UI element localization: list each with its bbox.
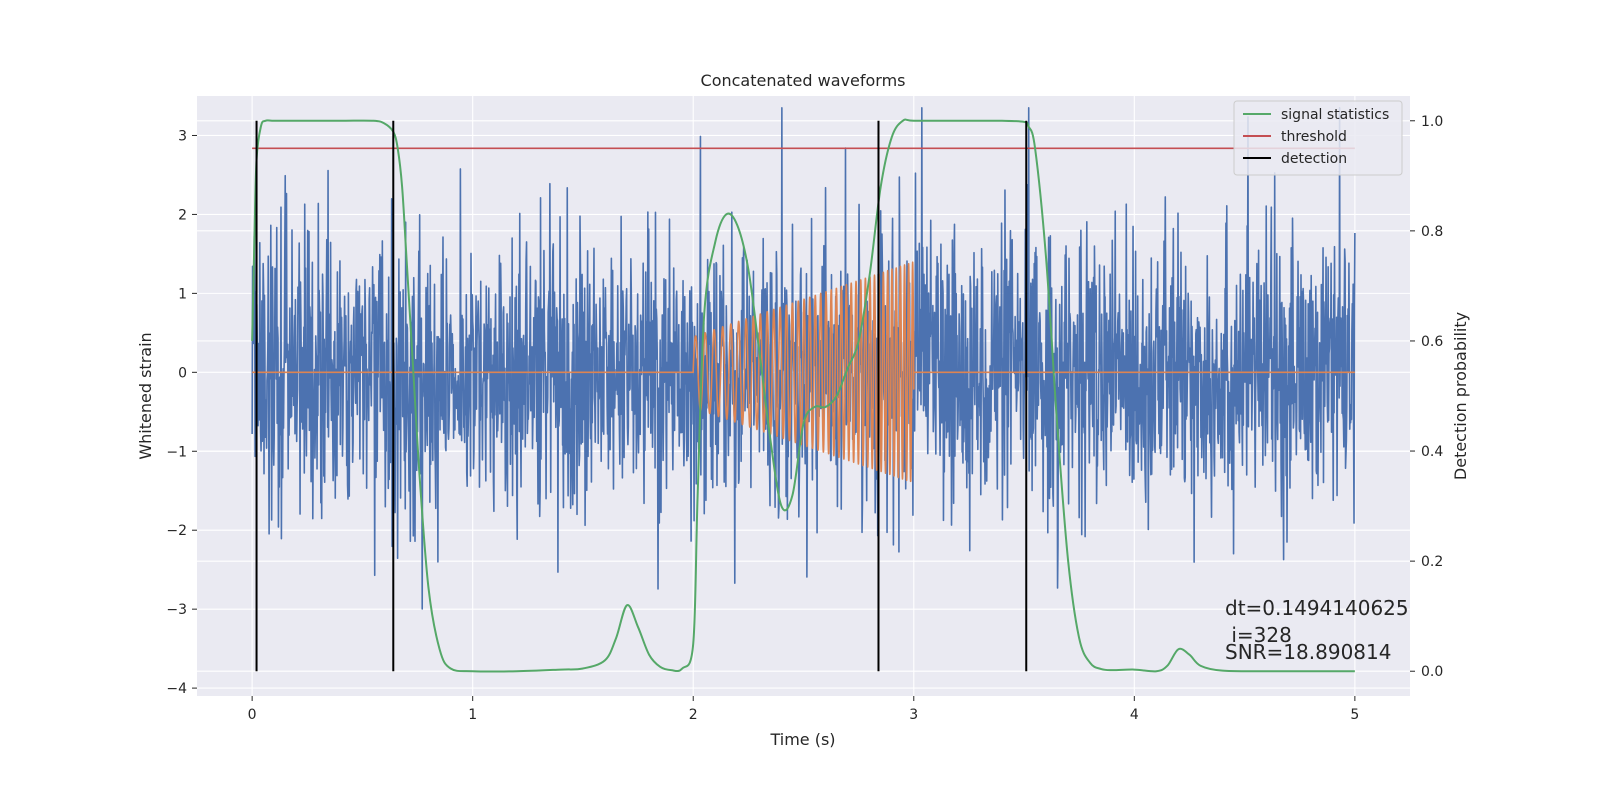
y-axis-label: Whitened strain (136, 332, 155, 459)
y2-tick-label: 0.6 (1421, 334, 1443, 350)
y-tick-label: 2 (178, 207, 187, 223)
annotation-snr: SNR=18.890814 (1225, 640, 1391, 664)
y2-tick-label: 0.8 (1421, 224, 1443, 240)
y2-tick-label: 0.0 (1421, 664, 1443, 680)
x-tick-label: 0 (248, 707, 257, 723)
legend: signal statistics threshold detection (1233, 100, 1403, 176)
y-tick-label: 0 (178, 365, 187, 381)
x-tick-label: 4 (1130, 707, 1139, 723)
y-tick-label: −3 (166, 602, 187, 618)
annotation-index: i=328 (1225, 623, 1292, 647)
y-tick-label: 3 (178, 128, 187, 144)
data-layer (251, 107, 1356, 673)
x-tick-label: 5 (1350, 707, 1359, 723)
x-axis-label: Time (s) (769, 730, 835, 749)
y-tick-label: −1 (166, 444, 187, 460)
legend-entry: signal statistics (1281, 107, 1389, 123)
y-tick-label: −2 (166, 523, 187, 539)
y2-tick-label: 0.4 (1421, 444, 1443, 460)
chart-title: Concatenated waveforms (701, 71, 906, 90)
annotation-dt: dt=0.1494140625 (1225, 596, 1409, 620)
x-tick-label: 3 (909, 707, 918, 723)
y-tick-label: −4 (166, 681, 187, 697)
y2-tick-label: 1.0 (1421, 114, 1443, 130)
legend-entry: detection (1281, 151, 1347, 167)
y2-axis-label: Detection probability (1451, 312, 1470, 480)
y-tick-label: 1 (178, 286, 187, 302)
x-tick-label: 2 (689, 707, 698, 723)
signal-statistics-line (251, 118, 1355, 673)
axes-layer: 0 1 2 3 4 5 −4 −3 −2 −1 0 1 2 3 0.0 0.2 0.4 0.6 0.8 1.0 (166, 114, 1443, 723)
legend-entry: threshold (1281, 129, 1347, 145)
legend-box (1233, 100, 1403, 176)
template-series-line (252, 261, 1355, 483)
y2-tick-label: 0.2 (1421, 554, 1443, 570)
x-tick-label: 1 (468, 707, 477, 723)
